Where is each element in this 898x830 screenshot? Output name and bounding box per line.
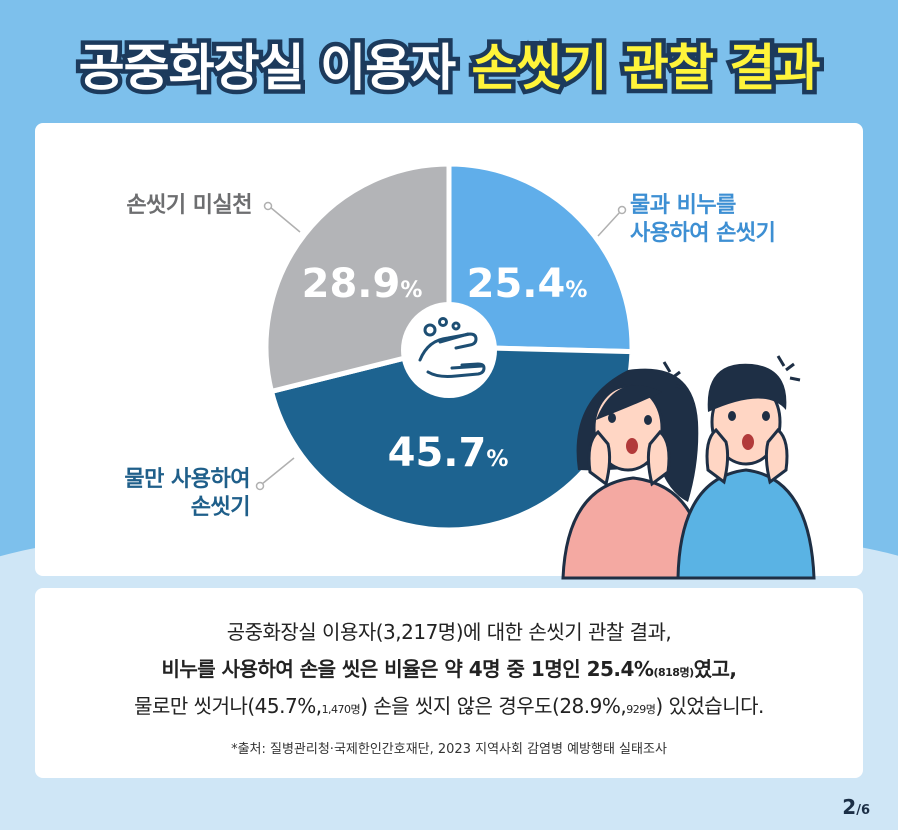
leader-dot-dark (255, 481, 265, 491)
page-indicator: 2/6 (842, 795, 870, 819)
pct-label-gray: 28.9% (302, 261, 423, 307)
people-illustration (561, 355, 816, 580)
leader-line-light (597, 211, 621, 237)
leader-dots (255, 201, 627, 491)
description-line-2: 비누를 사용하여 손을 씻은 비율은 약 4명 중 1명인 25.4%(818명… (161, 657, 737, 681)
leader-dot-light (617, 205, 627, 215)
leader-dot-gray (263, 201, 273, 211)
slice-label-no-handwashing: 손씻기 미실천 (126, 193, 252, 218)
handwash-icon (401, 302, 497, 398)
leader-line-dark (261, 457, 295, 485)
pct-label-light: 25.4% (467, 261, 588, 307)
title-part1: 공중화장실 이용자 (74, 35, 460, 102)
leader-line-gray (269, 206, 301, 233)
description-line-1: 공중화장실 이용자(3,217명)에 대한 손씻기 관찰 결과, (226, 620, 672, 644)
pie-slice-0 (446, 161, 635, 355)
pie-slice-2 (263, 161, 452, 395)
page-title: 공중화장실 이용자 손씻기 관찰 결과 (0, 28, 898, 102)
leader-lines (261, 206, 621, 485)
description-card (35, 588, 863, 778)
title-part2: 손씻기 관찰 결과 (467, 35, 825, 102)
description-line-3: 물로만 씻거나(45.7%,1,470명) 손을 씻지 않은 경우도(28.9%… (134, 694, 764, 718)
pct-label-dark: 45.7% (388, 430, 509, 476)
slice-label-water-only: 물만 사용하여 손씻기 (124, 467, 250, 520)
slice-label-soap: 물과 비누를 사용하여 손씻기 (630, 193, 776, 246)
source-note: *출처: 질병관리청·국제한인간호재단, 2023 지역사회 감염병 예방행태 … (231, 742, 667, 757)
pie-slices (263, 161, 635, 533)
